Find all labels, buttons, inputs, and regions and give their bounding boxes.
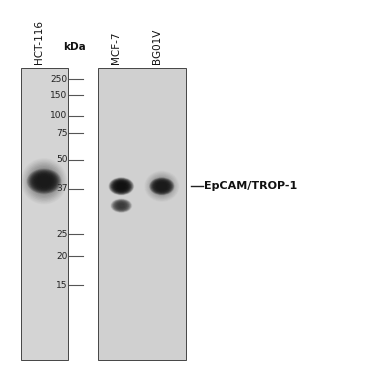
Text: 50: 50 xyxy=(56,155,68,164)
Ellipse shape xyxy=(32,169,56,194)
Ellipse shape xyxy=(151,179,172,194)
Ellipse shape xyxy=(115,202,128,210)
Ellipse shape xyxy=(24,162,64,201)
Ellipse shape xyxy=(152,177,172,195)
Ellipse shape xyxy=(37,176,51,186)
Ellipse shape xyxy=(116,183,126,190)
Ellipse shape xyxy=(27,169,61,194)
Ellipse shape xyxy=(41,179,47,183)
Ellipse shape xyxy=(33,170,55,192)
Ellipse shape xyxy=(150,178,173,194)
Text: 150: 150 xyxy=(50,91,68,100)
Ellipse shape xyxy=(157,182,167,191)
Text: 37: 37 xyxy=(56,184,68,194)
Ellipse shape xyxy=(40,178,48,184)
Ellipse shape xyxy=(120,186,123,187)
Ellipse shape xyxy=(33,173,56,190)
Ellipse shape xyxy=(29,166,59,196)
Ellipse shape xyxy=(27,165,61,198)
Ellipse shape xyxy=(159,184,165,188)
Ellipse shape xyxy=(36,173,52,189)
Ellipse shape xyxy=(115,182,128,191)
Ellipse shape xyxy=(30,168,58,195)
Ellipse shape xyxy=(117,203,126,208)
Ellipse shape xyxy=(34,174,54,189)
Ellipse shape xyxy=(118,184,124,188)
Ellipse shape xyxy=(118,184,125,189)
Text: 25: 25 xyxy=(56,230,68,239)
FancyBboxPatch shape xyxy=(21,68,68,360)
Ellipse shape xyxy=(118,203,125,208)
Ellipse shape xyxy=(158,183,166,189)
Ellipse shape xyxy=(118,204,124,208)
Ellipse shape xyxy=(113,181,130,192)
Ellipse shape xyxy=(26,163,62,200)
Ellipse shape xyxy=(38,177,50,186)
Ellipse shape xyxy=(116,202,127,209)
Text: 100: 100 xyxy=(50,111,68,120)
Ellipse shape xyxy=(155,180,169,193)
Text: BG01V: BG01V xyxy=(152,28,162,64)
Ellipse shape xyxy=(109,178,134,195)
Ellipse shape xyxy=(112,200,131,212)
Ellipse shape xyxy=(35,175,53,188)
Ellipse shape xyxy=(29,171,59,192)
Text: 75: 75 xyxy=(56,129,68,138)
Ellipse shape xyxy=(155,182,168,191)
Ellipse shape xyxy=(28,170,60,193)
Ellipse shape xyxy=(114,201,128,210)
Ellipse shape xyxy=(148,174,176,198)
Ellipse shape xyxy=(157,183,167,190)
Ellipse shape xyxy=(113,200,130,211)
Ellipse shape xyxy=(119,185,123,188)
Ellipse shape xyxy=(114,201,129,210)
Ellipse shape xyxy=(116,182,127,190)
Ellipse shape xyxy=(154,179,170,194)
Ellipse shape xyxy=(112,180,130,193)
Ellipse shape xyxy=(32,172,57,190)
Ellipse shape xyxy=(152,180,172,193)
Ellipse shape xyxy=(112,200,130,211)
Ellipse shape xyxy=(39,176,49,186)
Text: 250: 250 xyxy=(50,75,68,84)
Ellipse shape xyxy=(119,204,124,207)
Ellipse shape xyxy=(120,205,123,207)
Ellipse shape xyxy=(111,179,132,194)
Ellipse shape xyxy=(160,185,164,188)
Ellipse shape xyxy=(23,160,65,202)
Ellipse shape xyxy=(149,175,174,198)
Text: EpCAM/TROP-1: EpCAM/TROP-1 xyxy=(204,181,298,191)
Ellipse shape xyxy=(117,183,126,189)
Ellipse shape xyxy=(30,171,58,191)
FancyBboxPatch shape xyxy=(98,68,186,360)
Ellipse shape xyxy=(116,202,126,209)
Text: 20: 20 xyxy=(56,252,68,261)
Ellipse shape xyxy=(150,176,173,197)
Ellipse shape xyxy=(42,180,46,183)
Ellipse shape xyxy=(153,178,171,195)
Text: HCT-116: HCT-116 xyxy=(34,20,44,64)
Ellipse shape xyxy=(158,184,165,189)
Ellipse shape xyxy=(158,183,166,190)
Ellipse shape xyxy=(111,180,131,193)
Text: 15: 15 xyxy=(56,281,68,290)
Ellipse shape xyxy=(39,178,49,185)
Ellipse shape xyxy=(120,205,122,206)
Ellipse shape xyxy=(150,178,174,195)
Ellipse shape xyxy=(114,181,129,192)
Text: MCF-7: MCF-7 xyxy=(111,31,121,64)
Ellipse shape xyxy=(154,181,170,192)
Text: kDa: kDa xyxy=(64,42,86,52)
Ellipse shape xyxy=(38,175,51,188)
Ellipse shape xyxy=(160,186,163,187)
Ellipse shape xyxy=(147,173,177,200)
Ellipse shape xyxy=(110,178,133,194)
Ellipse shape xyxy=(36,176,52,187)
Ellipse shape xyxy=(111,199,132,212)
Ellipse shape xyxy=(153,181,170,192)
Ellipse shape xyxy=(153,180,171,193)
Ellipse shape xyxy=(34,172,54,191)
Ellipse shape xyxy=(156,182,168,190)
Ellipse shape xyxy=(156,181,168,192)
